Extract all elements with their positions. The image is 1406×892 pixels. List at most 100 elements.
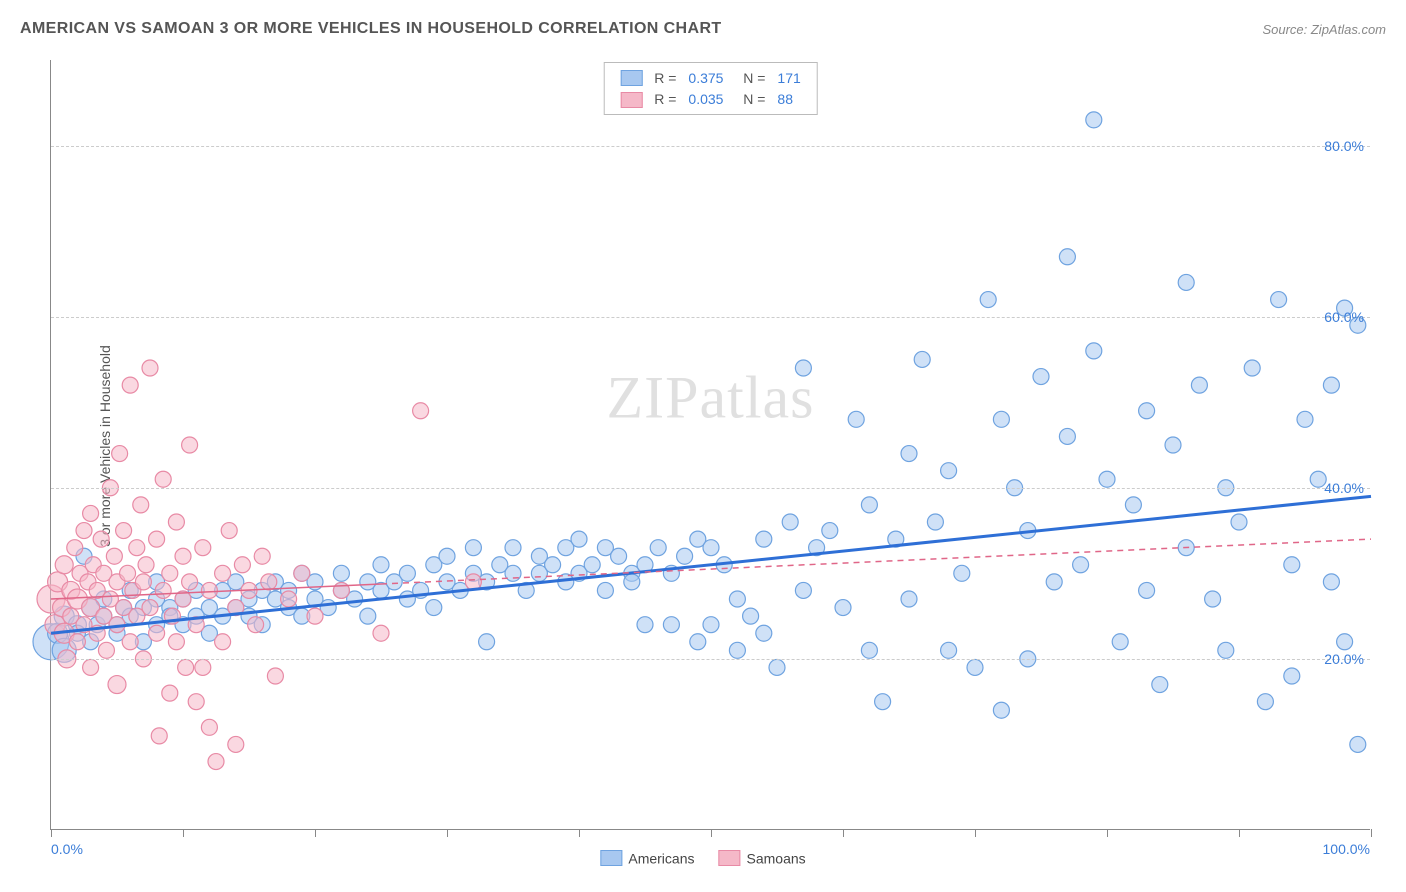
scatter-point [162,685,178,701]
scatter-point [1205,591,1221,607]
scatter-point [426,600,442,616]
scatter-point [1350,736,1366,752]
scatter-point [83,659,99,675]
scatter-point [743,608,759,624]
scatter-point [941,642,957,658]
scatter-point [927,514,943,530]
scatter-point [254,548,270,564]
scatter-point [129,540,145,556]
legend-series-label: Americans [628,850,694,866]
scatter-point [182,574,198,590]
scatter-point [703,617,719,633]
scatter-point [175,548,191,564]
regression-line [381,539,1371,584]
x-tick-label: 0.0% [51,841,83,857]
scatter-point [162,565,178,581]
scatter-point [835,600,851,616]
scatter-point [307,608,323,624]
scatter-point [201,719,217,735]
scatter-point [108,676,126,694]
scatter-point [1218,642,1234,658]
y-tick-label: 20.0% [1324,651,1364,667]
scatter-point [690,634,706,650]
scatter-point [941,463,957,479]
scatter-point [545,557,561,573]
scatter-point [1139,403,1155,419]
gridline [51,488,1370,489]
scatter-point [168,634,184,650]
scatter-point [1191,377,1207,393]
x-tick [183,829,184,837]
x-tick [711,829,712,837]
scatter-point [116,523,132,539]
scatter-point [954,565,970,581]
scatter-point [756,531,772,547]
scatter-point [195,540,211,556]
scatter-point [1271,292,1287,308]
gridline [51,317,1370,318]
scatter-point [76,523,92,539]
scatter-point [584,557,600,573]
legend-n-label: N = [729,88,771,109]
scatter-point [439,548,455,564]
scatter-point [901,446,917,462]
scatter-point [294,565,310,581]
scatter-point [155,582,171,598]
scatter-point [360,608,376,624]
legend-n-value: 171 [771,67,806,88]
scatter-point [729,591,745,607]
scatter-point [1284,668,1300,684]
scatter-point [875,694,891,710]
scatter-point [1152,677,1168,693]
legend-r-label: R = [648,67,682,88]
scatter-point [112,446,128,462]
scatter-point [55,556,73,574]
legend-n-value: 88 [771,88,806,109]
gridline [51,659,1370,660]
scatter-point [505,540,521,556]
scatter-point [248,617,264,633]
scatter-point [195,659,211,675]
scatter-point [98,642,114,658]
scatter-point [1178,274,1194,290]
scatter-point [1139,582,1155,598]
scatter-point [1323,574,1339,590]
x-tick-label: 100.0% [1323,841,1370,857]
scatter-point [201,582,217,598]
scatter-point [93,531,109,547]
scatter-point [993,702,1009,718]
x-tick [1371,829,1372,837]
legend-swatch [620,92,642,108]
scatter-point [1284,557,1300,573]
scatter-point [120,565,136,581]
legend-bottom: AmericansSamoans [600,849,805,866]
legend-r-value: 0.375 [682,67,729,88]
scatter-point [756,625,772,641]
scatter-point [1297,411,1313,427]
scatter-point [1059,249,1075,265]
x-tick [1107,829,1108,837]
x-tick [51,829,52,837]
scatter-point [215,565,231,581]
scatter-point [142,600,158,616]
scatter-point [1244,360,1260,376]
scatter-point [980,292,996,308]
scatter-point [208,754,224,770]
scatter-point [1046,574,1062,590]
scatter-point [168,514,184,530]
scatter-point [993,411,1009,427]
y-tick-label: 40.0% [1324,480,1364,496]
scatter-point [571,531,587,547]
scatter-point [1033,369,1049,385]
scatter-point [465,540,481,556]
scatter-point [795,582,811,598]
x-tick [447,829,448,837]
scatter-point [373,557,389,573]
scatter-point [1086,343,1102,359]
scatter-point [133,497,149,513]
scatter-point [624,574,640,590]
x-tick [843,829,844,837]
scatter-point [138,557,154,573]
scatter-point [729,642,745,658]
scatter-point [261,574,277,590]
